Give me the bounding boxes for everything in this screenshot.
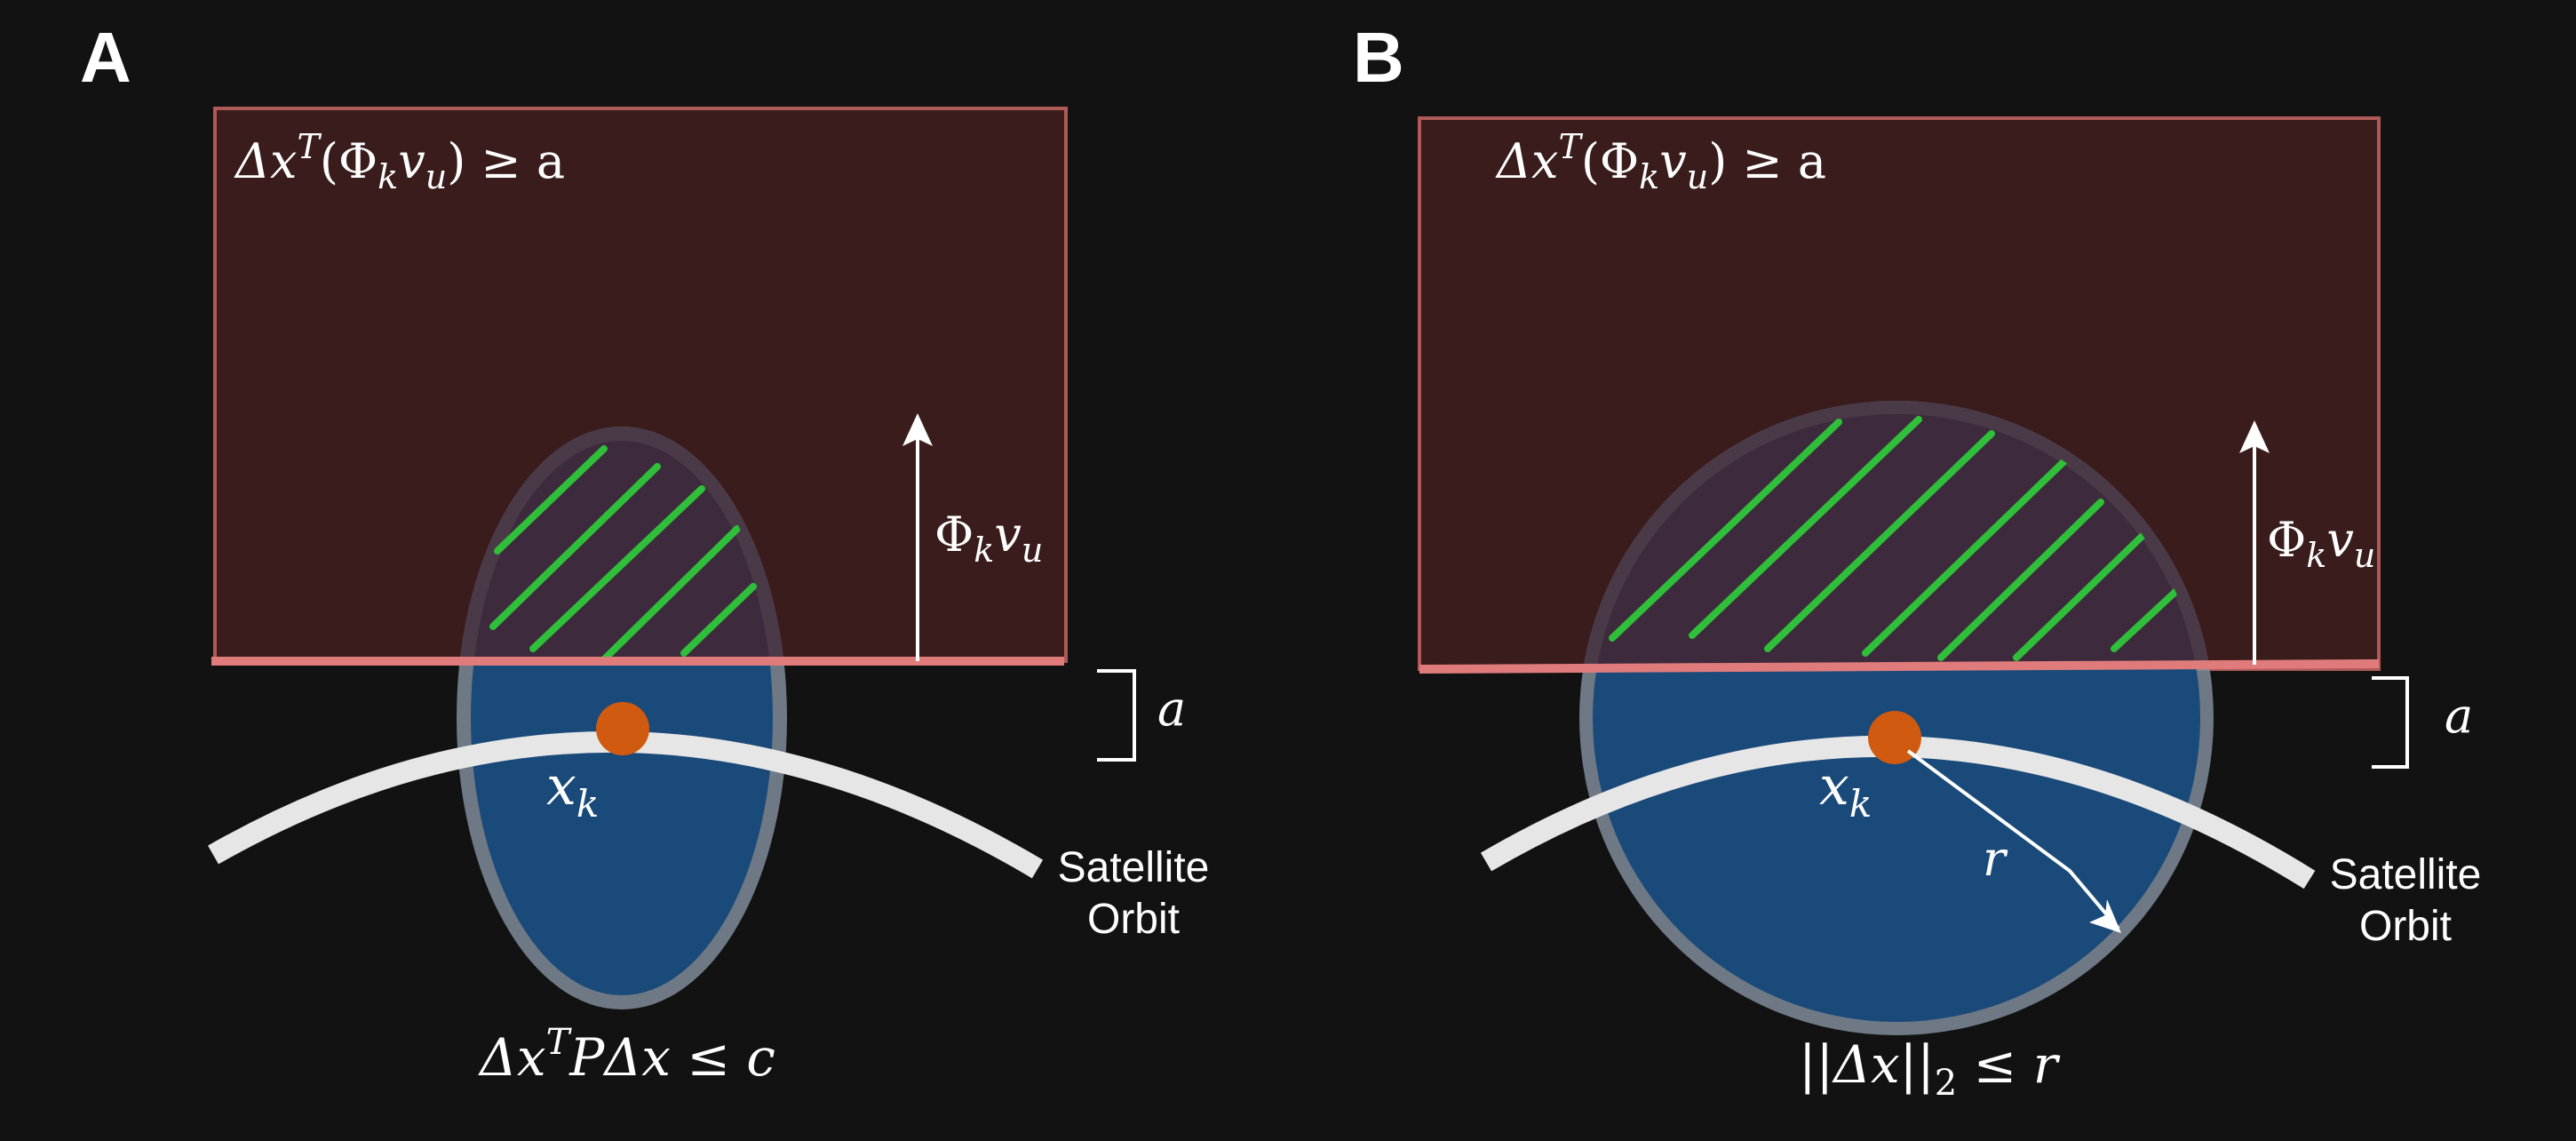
orbit-label-line2: Orbit: [1087, 896, 1180, 943]
hatch-lines: [489, 445, 757, 661]
state-point: [596, 702, 649, 755]
orbit-label-line1: Satellite: [2330, 851, 2482, 898]
offset-label: a: [1157, 681, 1186, 737]
offset-bracket: [2372, 676, 2409, 769]
radius-arrow: [1906, 749, 2120, 930]
direction-arrowhead: [902, 413, 933, 446]
vector-label: Φkvu: [2267, 512, 2375, 575]
halfspace-boundary: [1419, 659, 2380, 674]
hatch-lines: [1609, 416, 2180, 661]
constraint-label: ΔxT(Φkvu) ≥ a: [234, 127, 565, 196]
constraint-label: ΔxT(Φkvu) ≥ a: [1495, 127, 1826, 196]
offset-label: a: [2445, 688, 2473, 744]
region-label: ||Δx||2 ≤ r: [1799, 1034, 2061, 1104]
overlap-region: [459, 427, 784, 661]
vector-label: Φkvu: [934, 507, 1043, 570]
orbit-label-line1: Satellite: [1058, 844, 1210, 891]
point-label: xk: [1819, 755, 1872, 826]
point-label: xk: [546, 755, 599, 826]
panel-a: A ΔxT(Φkvu) ≥: [80, 18, 1209, 1088]
direction-arrowhead: [2239, 420, 2270, 453]
region-label: ΔxTPΔx ≤ c: [478, 1022, 775, 1088]
radius-arrowhead: [2089, 899, 2121, 933]
overlap-region: [1583, 401, 2210, 669]
panel-b: B ΔxT(Φkvu) ≥ a: [1353, 18, 2481, 1104]
panel-b-letter: B: [1353, 18, 1404, 97]
radius-label: r: [1983, 831, 2008, 887]
offset-bracket: [1097, 669, 1136, 762]
panel-a-letter: A: [80, 18, 131, 97]
orbit-label-line2: Orbit: [2359, 903, 2452, 950]
